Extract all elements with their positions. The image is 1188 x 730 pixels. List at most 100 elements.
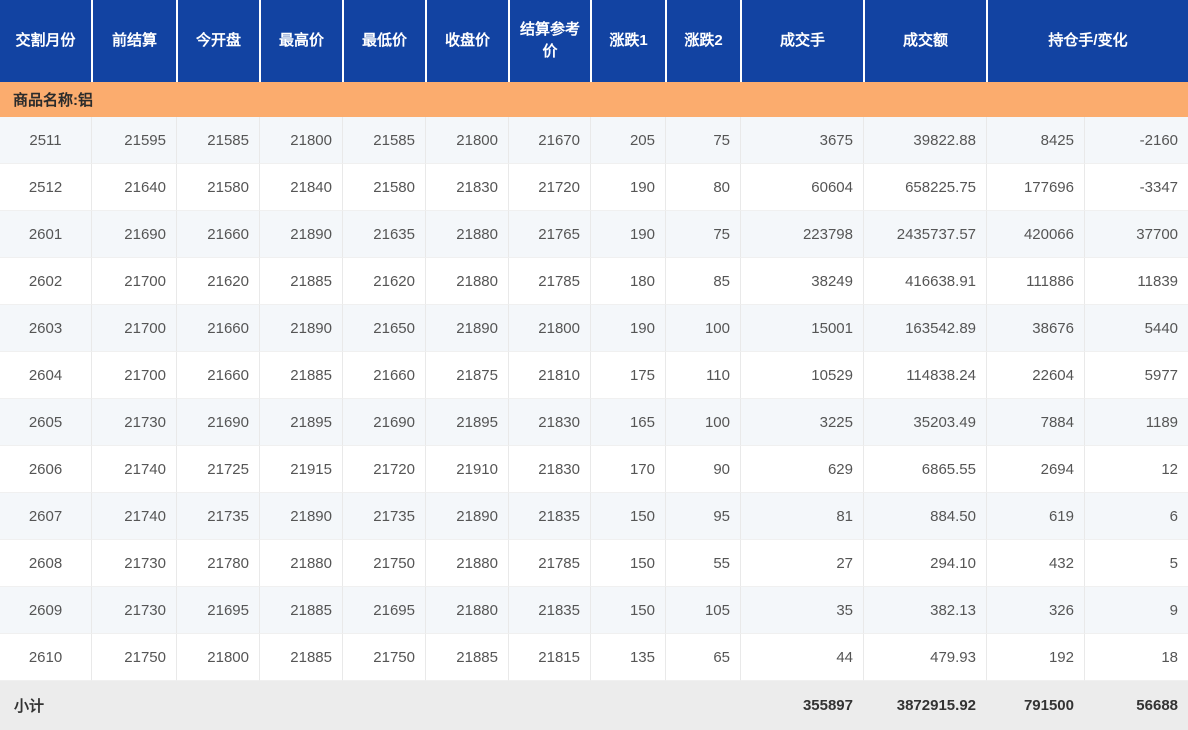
cell-value: 65: [665, 634, 740, 681]
commodity-group-label: 商品名称:铝: [0, 82, 1188, 117]
cell-value: 21835: [508, 587, 590, 634]
cell-value: 21890: [259, 493, 342, 540]
cell-value: 21880: [425, 540, 508, 587]
cell-value: 21750: [342, 540, 425, 587]
cell-delivery-month: 2607: [0, 493, 91, 540]
cell-value: 21585: [176, 117, 259, 164]
table-row: 2511 21595 21585 21800 21585 21800 21670 205 75 3…: [0, 117, 1188, 164]
cell-delivery-month: 2602: [0, 258, 91, 305]
cell-value: 21895: [425, 399, 508, 446]
cell-value: 432: [986, 540, 1084, 587]
col-header-change2: 涨跌2: [665, 0, 740, 82]
cell-value: 110: [665, 352, 740, 399]
cell-value: 21875: [425, 352, 508, 399]
cell-value: 190: [590, 164, 665, 211]
cell-value: 5: [1084, 540, 1188, 587]
cell-value: 35203.49: [863, 399, 986, 446]
table-row: 2607 21740 21735 21890 21735 21890 21835 150 95 8…: [0, 493, 1188, 540]
col-header-open-interest-change: 持仓手/变化: [986, 0, 1188, 82]
cell-value: 21690: [342, 399, 425, 446]
cell-value: 21620: [342, 258, 425, 305]
table-row: 2604 21700 21660 21885 21660 21875 21810 175 110…: [0, 352, 1188, 399]
cell-value: 6: [1084, 493, 1188, 540]
table-row: 2609 21730 21695 21885 21695 21880 21835 150 105…: [0, 587, 1188, 634]
cell-value: 111886: [986, 258, 1084, 305]
cell-value: 175: [590, 352, 665, 399]
cell-value: 21750: [342, 634, 425, 681]
subtotal-volume: 355897: [740, 681, 863, 730]
cell-value: 21880: [425, 211, 508, 258]
cell-value: 21700: [91, 258, 176, 305]
cell-value: 21880: [425, 587, 508, 634]
table-row: 2601 21690 21660 21890 21635 21880 21765 190 75 2…: [0, 211, 1188, 258]
table-row: 2610 21750 21800 21885 21750 21885 21815 135 65 4…: [0, 634, 1188, 681]
cell-value: 21660: [176, 305, 259, 352]
commodity-group: 商品名称:铝: [0, 82, 1188, 117]
cell-value: 21885: [259, 352, 342, 399]
cell-value: 21735: [176, 493, 259, 540]
cell-delivery-month: 2601: [0, 211, 91, 258]
cell-value: 22604: [986, 352, 1084, 399]
cell-value: 21785: [508, 540, 590, 587]
cell-value: 38676: [986, 305, 1084, 352]
cell-value: 21720: [342, 446, 425, 493]
cell-value: 294.10: [863, 540, 986, 587]
subtotal-empty-cell: [91, 681, 176, 730]
cell-value: 619: [986, 493, 1084, 540]
cell-value: 21730: [91, 399, 176, 446]
cell-value: 2435737.57: [863, 211, 986, 258]
table-footer: 小计 355897 3872915.92 791500 56688: [0, 681, 1188, 730]
cell-value: 21840: [259, 164, 342, 211]
cell-value: 5440: [1084, 305, 1188, 352]
cell-value: 21890: [425, 493, 508, 540]
cell-value: 21880: [259, 540, 342, 587]
cell-value: 90: [665, 446, 740, 493]
subtotal-empty-cell: [342, 681, 425, 730]
cell-value: 100: [665, 305, 740, 352]
cell-delivery-month: 2606: [0, 446, 91, 493]
cell-value: 150: [590, 493, 665, 540]
cell-value: 21800: [259, 117, 342, 164]
cell-value: 21880: [425, 258, 508, 305]
cell-value: 21885: [259, 258, 342, 305]
cell-value: 192: [986, 634, 1084, 681]
col-header-settlement-ref: 结算参考价: [508, 0, 590, 82]
cell-value: 12: [1084, 446, 1188, 493]
subtotal-empty-cell: [259, 681, 342, 730]
cell-value: 21690: [91, 211, 176, 258]
cell-value: 382.13: [863, 587, 986, 634]
cell-value: 326: [986, 587, 1084, 634]
col-header-delivery-month: 交割月份: [0, 0, 91, 82]
cell-value: 55: [665, 540, 740, 587]
cell-value: 21765: [508, 211, 590, 258]
cell-value: 416638.91: [863, 258, 986, 305]
table-body: 2511 21595 21585 21800 21585 21800 21670 205 75 3…: [0, 117, 1188, 681]
cell-value: 37700: [1084, 211, 1188, 258]
cell-value: 81: [740, 493, 863, 540]
cell-value: 629: [740, 446, 863, 493]
cell-value: 21695: [342, 587, 425, 634]
col-header-close: 收盘价: [425, 0, 508, 82]
cell-value: 150: [590, 587, 665, 634]
table-row: 2608 21730 21780 21880 21750 21880 21785 150 55 2…: [0, 540, 1188, 587]
cell-value: 21580: [176, 164, 259, 211]
cell-value: 105: [665, 587, 740, 634]
cell-value: -2160: [1084, 117, 1188, 164]
cell-value: 100: [665, 399, 740, 446]
cell-value: 21890: [259, 211, 342, 258]
cell-value: 223798: [740, 211, 863, 258]
cell-value: 3225: [740, 399, 863, 446]
col-header-high: 最高价: [259, 0, 342, 82]
cell-value: 21660: [176, 211, 259, 258]
cell-value: 1189: [1084, 399, 1188, 446]
cell-value: 21620: [176, 258, 259, 305]
cell-value: 190: [590, 305, 665, 352]
cell-value: 21740: [91, 493, 176, 540]
cell-value: 21585: [342, 117, 425, 164]
cell-delivery-month: 2608: [0, 540, 91, 587]
cell-value: 170: [590, 446, 665, 493]
cell-value: 21635: [342, 211, 425, 258]
subtotal-empty-cell: [665, 681, 740, 730]
cell-value: 27: [740, 540, 863, 587]
